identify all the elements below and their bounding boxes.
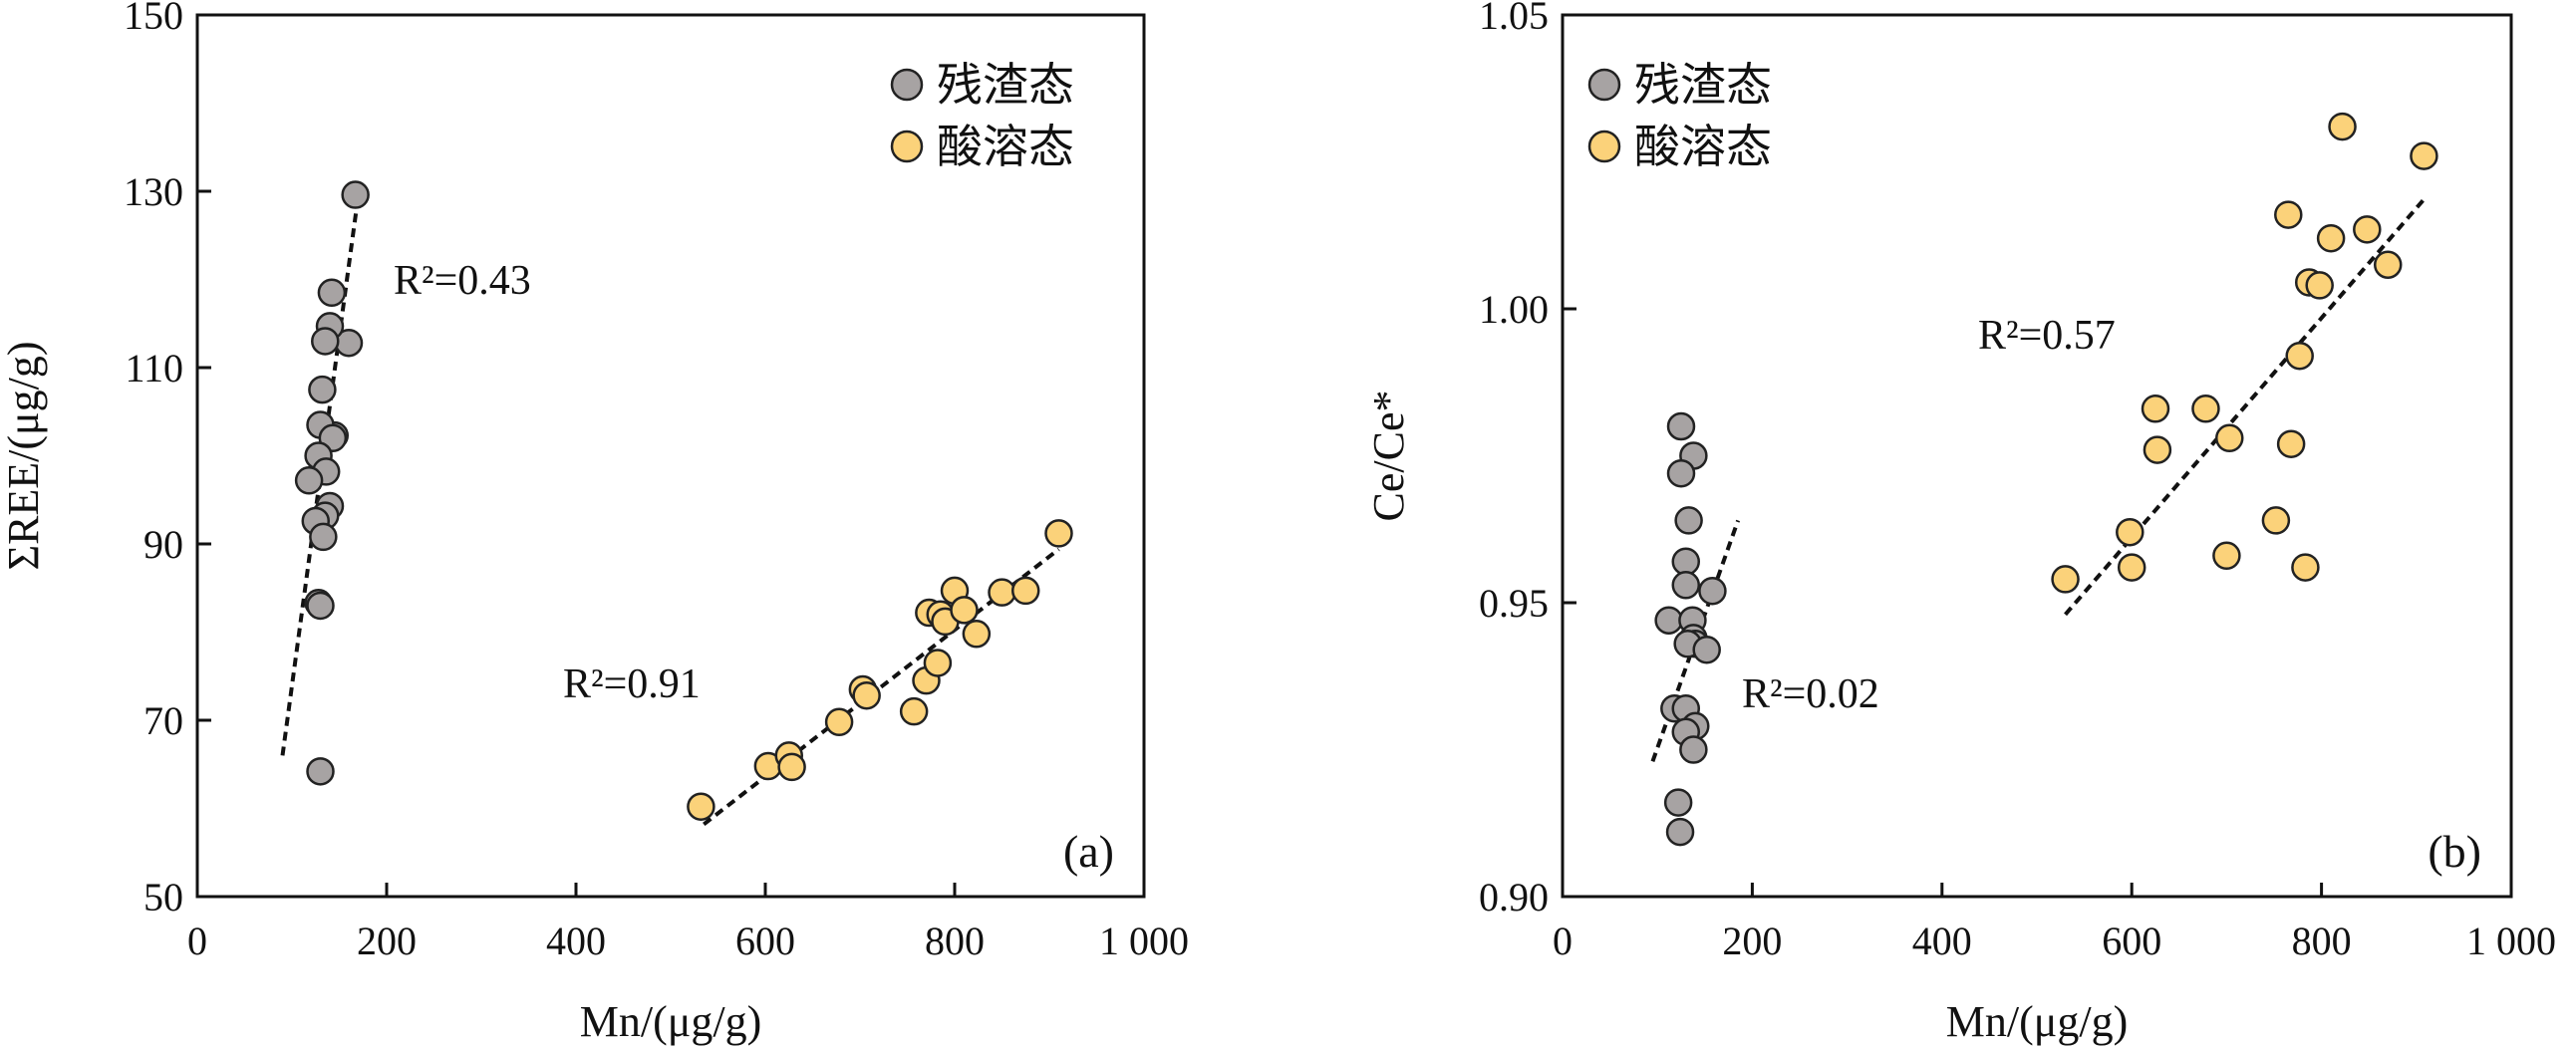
data-point [2373, 250, 2403, 279]
y-tick-label: 0.90 [1479, 875, 1549, 919]
x-tick-label: 400 [1912, 919, 1972, 963]
panel-a-scatter: 0 200 400 600 800 1 000 50 70 90 110 130 150 Mn/(μg/… [0, 0, 1189, 1046]
data-point [1654, 606, 1683, 635]
y-tick-label: 50 [143, 875, 183, 919]
y-axis-label: Ce/Ce* [1364, 391, 1413, 522]
x-tick-label: 0 [187, 919, 207, 963]
y-tick-label: 0.95 [1479, 581, 1549, 626]
data-point [1671, 571, 1701, 600]
legend-marker [890, 68, 924, 102]
data-point [2212, 541, 2241, 571]
y-tick-label: 1.00 [1479, 287, 1549, 332]
r2-label: R²=0.57 [1978, 313, 2116, 359]
x-axis-label: Mn/(μg/g) [1946, 997, 2128, 1046]
trend-line [280, 195, 361, 756]
x-tick-label: 800 [925, 919, 985, 963]
data-point [2191, 394, 2220, 423]
x-tick-label: 1 000 [2466, 919, 2556, 963]
plot-frame [195, 13, 1146, 899]
data-point [1666, 411, 1696, 441]
data-point [1692, 635, 1721, 664]
data-point [1671, 547, 1701, 576]
data-point [306, 757, 335, 786]
y-tick-label: 130 [124, 169, 183, 214]
x-tick-label: 1 000 [1099, 919, 1189, 963]
data-point [777, 752, 806, 782]
data-point [306, 591, 335, 621]
data-point [988, 578, 1016, 607]
data-point [852, 680, 881, 710]
data-point [308, 375, 337, 404]
data-point [2117, 553, 2147, 582]
data-point [687, 792, 716, 821]
data-point [309, 522, 338, 552]
data-point [824, 707, 854, 737]
y-tick-label: 150 [124, 0, 183, 38]
y-tick-label: 90 [143, 522, 183, 567]
r2-label: R²=0.02 [1742, 671, 1879, 717]
data-point [2353, 215, 2382, 244]
data-point [1674, 506, 1703, 535]
legend-marker [1587, 68, 1621, 102]
trend-line [2064, 195, 2428, 617]
legend-label: 酸溶态 [937, 120, 1074, 173]
x-tick-label: 600 [735, 919, 795, 963]
data-point [1679, 735, 1708, 764]
data-point [341, 180, 370, 209]
data-point [1011, 576, 1040, 606]
y-axis-label: ΣREE/(μg/g) [0, 341, 48, 570]
data-point [317, 278, 347, 308]
data-point [2410, 141, 2438, 170]
panel-tag: (b) [2428, 826, 2481, 877]
data-point [2328, 112, 2357, 141]
data-point [294, 466, 324, 495]
data-point [1044, 519, 1073, 548]
data-point [1663, 788, 1693, 817]
data-point [2261, 506, 2291, 535]
x-tick-label: 0 [1553, 919, 1573, 963]
legend-marker [890, 130, 924, 163]
legend-label: 酸溶态 [1634, 120, 1772, 173]
data-point [2141, 394, 2170, 423]
x-tick-label: 200 [1722, 919, 1782, 963]
data-point [2051, 565, 2080, 594]
data-point [311, 327, 340, 356]
r2-label: R²=0.91 [563, 661, 701, 707]
x-axis-label: Mn/(μg/g) [580, 997, 761, 1046]
legend-marker [1587, 130, 1621, 163]
panel-b-scatter: 0 200 400 600 800 1 000 0.90 0.95 1.00 1.05 Mn/(μg… [1364, 0, 2556, 1046]
r2-label: R²=0.43 [394, 258, 531, 304]
data-point [1698, 576, 1727, 606]
data-point [2274, 200, 2303, 229]
panel-tag: (a) [1063, 826, 1114, 877]
x-tick-label: 600 [2102, 919, 2161, 963]
y-tick-label: 1.05 [1479, 0, 1549, 38]
data-point [2305, 271, 2334, 300]
x-tick-label: 200 [357, 919, 417, 963]
data-point [950, 596, 979, 625]
data-point [923, 649, 953, 677]
data-point [2285, 341, 2314, 371]
data-point [2276, 429, 2306, 458]
legend-label: 残渣态 [937, 58, 1074, 112]
x-tick-label: 800 [2292, 919, 2352, 963]
legend-label: 残渣态 [1634, 58, 1772, 112]
plot-frame [1561, 13, 2513, 899]
data-point [962, 620, 992, 649]
data-point [2316, 223, 2346, 253]
data-point [899, 696, 929, 726]
y-tick-label: 70 [143, 698, 183, 743]
data-point [2143, 435, 2172, 464]
data-point [2116, 517, 2145, 547]
data-point [1665, 817, 1695, 847]
y-tick-label: 110 [125, 346, 183, 391]
data-point [1666, 458, 1696, 488]
x-tick-label: 400 [546, 919, 606, 963]
data-point [2215, 423, 2244, 453]
data-point [2291, 553, 2320, 582]
